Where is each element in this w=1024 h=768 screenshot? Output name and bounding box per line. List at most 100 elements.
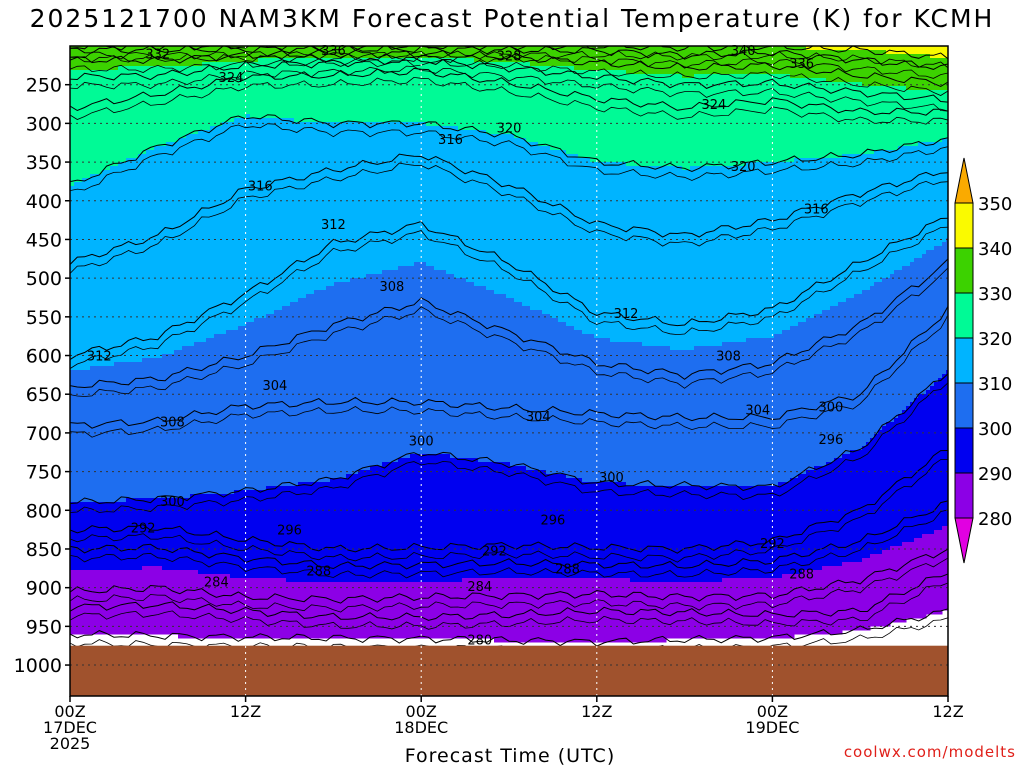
fill-cell [306, 46, 311, 59]
fill-cell [490, 578, 495, 639]
fill-cell [446, 582, 451, 639]
fill-cell [130, 66, 135, 159]
fill-cell [382, 122, 387, 271]
fill-cell [722, 166, 727, 343]
contour-label: 336 [321, 44, 346, 59]
fill-cell [870, 286, 875, 439]
fill-cell [122, 570, 127, 635]
fill-cell [538, 578, 543, 643]
credit-link[interactable]: coolwx.com/modelts [843, 743, 1016, 761]
fill-cell [654, 582, 659, 643]
y-tick-label: 650 [26, 384, 62, 406]
fill-cell [118, 362, 123, 503]
fill-cell [710, 346, 715, 487]
fill-cell [146, 150, 151, 359]
contour-label: 316 [804, 203, 829, 218]
fill-cell [406, 122, 411, 267]
fill-cell [842, 50, 847, 83]
fill-cell [478, 130, 483, 287]
fill-cell [878, 50, 883, 87]
fill-cell [310, 582, 315, 639]
fill-cell [606, 482, 611, 579]
fill-cell [814, 50, 819, 79]
fill-cell [378, 466, 383, 583]
fill-cell [70, 570, 75, 635]
fill-cell [706, 166, 711, 347]
fill-cell [318, 46, 323, 59]
fill-cell [802, 158, 807, 323]
fill-cell [662, 46, 667, 75]
fill-cell [410, 58, 415, 123]
fill-cell [158, 498, 163, 567]
fill-cell [118, 66, 123, 163]
fill-cell [402, 46, 407, 59]
fill-cell [106, 46, 111, 71]
fill-cell [894, 86, 899, 151]
fill-cell [614, 482, 619, 579]
fill-cell [598, 338, 603, 483]
fill-cell [530, 470, 535, 579]
fill-cell [750, 486, 755, 579]
fill-cell [210, 338, 215, 495]
fill-cell [930, 142, 935, 251]
fill-cell [198, 66, 203, 131]
fill-cell [786, 482, 791, 575]
fill-cell [786, 574, 791, 639]
fill-cell [554, 474, 559, 579]
fill-cell [178, 66, 183, 139]
fill-cell [102, 570, 107, 635]
fill-cell [210, 126, 215, 339]
fill-cell [534, 310, 539, 471]
fill-cell [674, 166, 679, 351]
y-tick-label: 250 [26, 75, 62, 97]
fill-cell [338, 478, 343, 583]
fill-cell [438, 582, 443, 639]
fill-cell [842, 454, 847, 563]
fill-cell [798, 158, 803, 323]
fill-cell [598, 46, 603, 71]
fill-cell [202, 46, 207, 63]
fill-cell [874, 434, 879, 555]
fill-cell [174, 350, 179, 499]
fill-cell [622, 482, 627, 579]
fill-cell [858, 450, 863, 563]
fill-cell [830, 82, 835, 159]
fill-cell [394, 58, 399, 123]
fill-cell [242, 490, 247, 579]
fill-cell [714, 486, 719, 583]
fill-cell [242, 118, 247, 327]
colorbar-segment [954, 292, 974, 339]
fill-cell [898, 270, 903, 415]
fill-cell [338, 58, 343, 123]
fill-cell [238, 118, 243, 327]
fill-cell [126, 46, 131, 67]
fill-cell [798, 46, 803, 79]
contour-label: 292 [131, 521, 156, 536]
fill-cell [194, 66, 199, 135]
fill-cell [430, 454, 435, 583]
isentrope-minor-312 [70, 226, 948, 369]
fill-cell [454, 458, 459, 583]
fill-cell [474, 458, 479, 579]
colorbar-segment [954, 337, 974, 384]
fill-cell [238, 578, 243, 639]
fill-cell [98, 46, 103, 71]
y-axis: 250 300 350 400 450 500 550 600 650 700 750 800 850 9… [14, 75, 70, 677]
fill-cell [486, 62, 491, 135]
fill-cell [526, 470, 531, 579]
fill-cell [714, 346, 719, 487]
x-tick-label: 12Z [581, 702, 612, 721]
fill-cell [750, 162, 755, 339]
contour-label: 340 [731, 44, 756, 59]
fill-cell [742, 74, 747, 167]
isentrope-minor-340 [70, 50, 948, 69]
fill-cell [350, 58, 355, 123]
colorbar-label: 300 [978, 419, 1012, 440]
fill-cell [346, 122, 351, 283]
fill-cell [554, 318, 559, 475]
fill-cell [218, 62, 223, 127]
fill-cell [482, 462, 487, 579]
fill-cell [874, 50, 879, 87]
fill-cell [314, 482, 319, 583]
